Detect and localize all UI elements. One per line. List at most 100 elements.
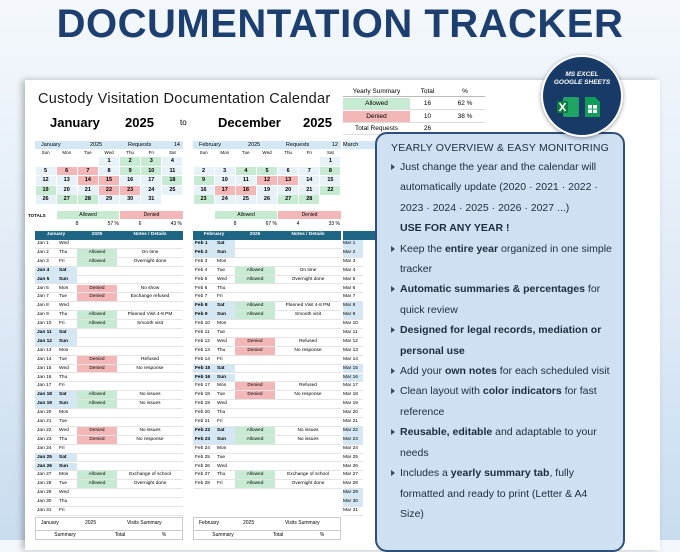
weekday-cell: Wed [57,302,77,312]
date-cell: Jan 5 [35,275,57,285]
status-cell: Denied [77,364,117,374]
cal-day: 18 [162,176,183,185]
cal-day: 6 [56,166,77,176]
status-cell: Denied [235,337,275,347]
weekday-cell: Sun [215,248,235,258]
status-cell: Allowed [235,471,275,481]
weekday-cell: Wed [57,427,77,436]
feature-text: Designed for legal records, mediation or… [400,324,602,357]
feature-text: yearly summary tab [450,467,550,480]
feature-item: Clean layout with color indicators for f… [391,381,613,422]
date-cell: Feb 17 [193,382,215,392]
cal-day: 12 [256,176,278,185]
weekday: Thu [126,150,135,155]
date-cell: Mar 9 [343,311,363,321]
note-cell [117,276,183,285]
feature-text: organized in one simple tracker [400,242,612,276]
cal-day: 23 [193,195,214,205]
denied-count: 6 [138,221,142,227]
summary-title: February [199,520,220,526]
status-cell [77,240,117,249]
weekday: Fri [306,150,312,155]
date-cell: Feb 25 [193,454,215,463]
note-cell: No issues [275,436,341,445]
date-cell: Feb 12 [193,338,215,347]
weekday: Sat [327,150,334,155]
weekday-cell: Sat [215,240,235,249]
summary-col: % [145,530,183,539]
weekday-cell: Mon [57,471,77,481]
weekday-cell: Sun [57,337,77,347]
requests-label: Requests [128,142,152,148]
cal-day: 3 [214,166,235,176]
cal-day: 14 [77,176,98,185]
weekday-cell: Wed [215,400,235,410]
weekday-cell: Fri [57,258,77,267]
date-cell: Jan 20 [35,409,57,418]
weekday-cell: Fri [215,418,235,427]
status-cell [235,249,275,258]
status-cell [235,240,275,249]
weekday: Sat [169,150,176,155]
weekday-cell: Fri [57,507,77,516]
summary-title: January [41,520,59,526]
feature-text: own notes [444,365,497,378]
date-cell: Jan 14 [35,356,57,365]
date-cell: Mar 6 [343,285,363,294]
start-year: 2025 [125,115,154,130]
summary-cell: Denied [343,110,410,123]
note-cell: No issues [117,427,183,436]
summary-title: 2025 [85,520,97,526]
sheet-heading: Custody Visitation Documentation Calenda… [38,91,331,107]
date-cell: Mar 24 [343,445,363,454]
weekday-cell: Sun [57,462,77,472]
status-cell: Allowed [77,248,117,258]
date-cell: Jan 17 [35,382,57,392]
weekday-cell: Wed [57,240,77,249]
date-cell: Mar 31 [343,507,363,516]
note-cell: No response [117,365,183,374]
date-cell: Mar 5 [343,276,363,285]
note-cell: No response [275,391,341,401]
allowed-pct: 57 % [107,221,119,227]
list-header-cell: January [46,232,66,237]
cal-day: 7 [299,166,320,176]
date-cell: Feb 9 [193,311,215,321]
feature-item: Add your own notes for each scheduled vi… [391,361,613,381]
list-header-cell: Notes / Details [133,232,167,237]
date-cell: Jan 8 [35,302,57,312]
status-cell: Denied [77,293,117,303]
weekday-cell: Thu [215,285,235,294]
note-cell [117,347,183,356]
date-cell: Jan 21 [35,418,57,427]
cal-day: 24 [214,195,235,205]
feature-item: Just change the year and the calendar wi… [391,157,613,218]
cal-day: 26 [256,195,278,205]
status-cell [77,489,117,499]
weekday: Fri [148,150,154,155]
note-cell [117,338,183,347]
feature-text: for quick review [400,283,601,316]
date-cell: Jan 30 [35,498,57,507]
status-cell: Allowed [77,391,117,401]
date-cell: Feb 11 [193,329,215,338]
date-cell: Mar 11 [343,329,363,338]
cal-day: 19 [35,185,56,195]
feature-text: Includes a [400,467,451,480]
cal-day: 24 [141,185,162,195]
status-cell: Allowed [77,311,117,321]
weekday-cell: Thu [215,471,235,481]
status-cell: Denied [235,391,275,401]
weekday-cell: Thu [57,249,77,258]
date-cell: Jan 12 [35,337,57,347]
date-cell: Jan 18 [35,391,57,401]
date-cell: Jan 29 [35,489,57,499]
weekday-cell: Thu [57,436,77,445]
weekday-cell: Sat [215,364,235,374]
feature-text: color indicators [482,385,562,398]
date-cell: Jan 7 [35,293,57,303]
cal-day: 31 [141,195,162,205]
note-cell: No show [117,285,183,294]
list-header-cell: 2025 [249,232,261,237]
